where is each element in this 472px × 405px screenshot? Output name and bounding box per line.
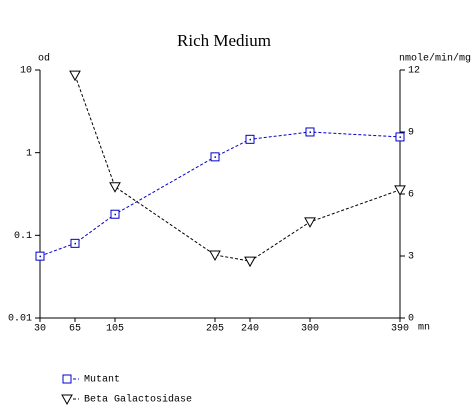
marker-dot [249,138,251,141]
x-tick-label: 390 [391,324,409,335]
x-axis-label: mn [418,323,430,334]
series-line [74,74,401,262]
y2-tick-label: 9 [408,128,414,139]
series-line [39,131,401,257]
legend-marker [61,394,73,405]
y-tick-label: 10 [20,66,32,77]
marker-dot [214,156,216,158]
legend-marker [62,374,72,384]
point-marker [69,70,81,82]
point-marker [109,182,121,193]
y2-tick-label: 3 [408,252,414,263]
point-marker [245,134,255,144]
point-marker [394,185,406,196]
y2-tick-label: 12 [408,66,420,77]
x-tick-label: 65 [69,324,81,335]
marker-dot [309,131,311,133]
point-marker [305,127,315,137]
x-tick-label: 30 [34,324,46,335]
point-marker [209,250,221,261]
point-marker [35,251,45,261]
legend-label: Beta Galactosidase [84,394,192,405]
y-tick-label: 0.1 [14,231,32,242]
marker-dot [39,255,41,258]
x-tick-label: 205 [206,324,224,335]
marker-dot [114,213,116,216]
point-marker [304,217,316,228]
point-marker [395,132,405,142]
y2-tick-label: 0 [408,314,414,325]
marker-dot [74,242,76,245]
x-tick-label: 300 [301,324,319,335]
point-marker [110,209,120,219]
y-axis-label: od [38,53,50,65]
y2-tick-label: 6 [408,190,414,201]
point-marker [70,238,80,248]
x-tick-label: 240 [241,324,259,335]
point-marker [244,256,256,268]
marker-dot [399,136,401,138]
y-tick-label: 1 [26,148,32,159]
chart-title: Rich Medium [177,31,271,50]
legend-label: Mutant [84,375,120,386]
x-tick-label: 105 [106,324,124,335]
y2-axis-label: nmole/min/mg [399,53,471,65]
point-marker [210,152,220,162]
y-tick-label: 0.01 [8,314,32,325]
